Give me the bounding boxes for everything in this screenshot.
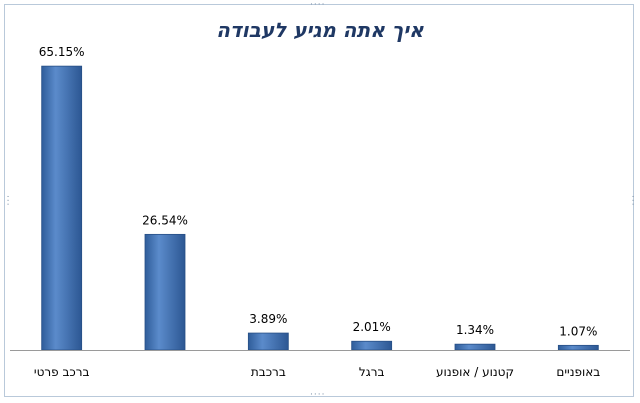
category-label: באופניים (556, 365, 600, 379)
data-label: 1.07% (559, 324, 597, 338)
resize-handle-left[interactable]: ··· (2, 195, 12, 207)
bar (557, 344, 599, 351)
bar (144, 233, 186, 351)
resize-handle-top[interactable]: ···· (310, 0, 326, 10)
bar (351, 340, 393, 351)
data-label: 26.54% (142, 213, 188, 227)
bar (41, 65, 83, 351)
bar (454, 343, 496, 351)
category-label: ברכבת (251, 365, 286, 379)
resize-handle-bottom[interactable]: ···· (310, 390, 326, 400)
data-label: 65.15% (39, 45, 85, 59)
category-label: ברכב פרטי (34, 365, 90, 379)
resize-handle-right[interactable]: ··· (627, 195, 637, 207)
category-label: קטנוע / אופנוע (436, 365, 514, 379)
bar (247, 332, 289, 351)
chart-title: איך אתה מגיע לעבודה (216, 18, 424, 42)
data-label: 3.89% (249, 312, 287, 326)
category-label: ברגל (359, 365, 385, 379)
data-label: 1.34% (456, 323, 494, 337)
data-label: 2.01% (353, 320, 391, 334)
